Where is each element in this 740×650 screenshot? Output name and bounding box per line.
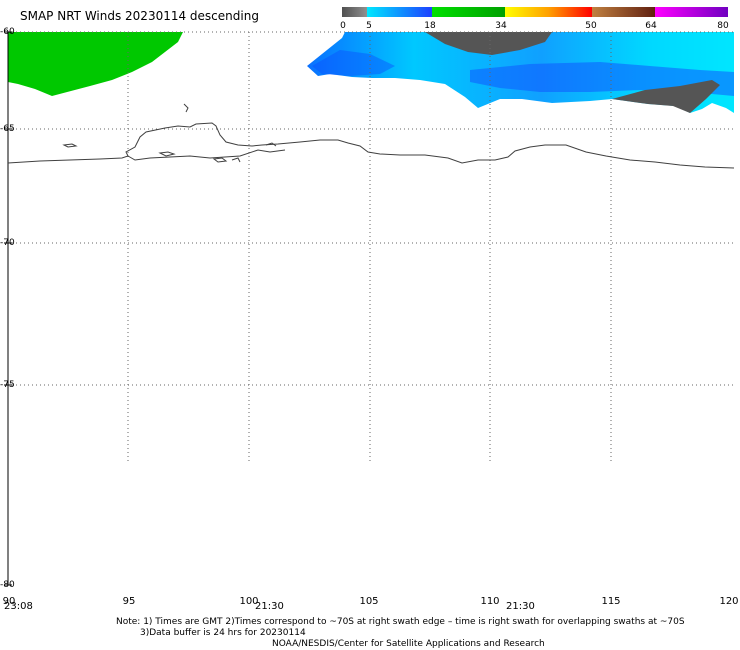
lat-label-75: -75 (0, 380, 15, 390)
colorbar-label-5: 5 (366, 21, 372, 31)
lon-label-115: 115 (601, 596, 621, 607)
colorbar-label-80: 80 (717, 21, 729, 31)
swath-time-3: 21:30 (506, 601, 535, 612)
colorbar-seg-gale (505, 7, 592, 17)
colorbar-seg-light (367, 7, 432, 17)
map-title: SMAP NRT Winds 20230114 descending (20, 9, 259, 23)
lat-label-60: -60 (0, 27, 15, 37)
axis-ticks (4, 31, 12, 586)
swath-time-1: 23:08 (4, 601, 33, 612)
note-line-1: Note: 1) Times are GMT 2)Times correspon… (116, 617, 685, 627)
lon-label-100: 100 (239, 596, 259, 607)
coastline-island-3 (183, 103, 189, 113)
credit-line: NOAA/NESDIS/Center for Satellite Applica… (272, 639, 545, 649)
coastline-island-6 (231, 157, 241, 163)
lon-label-120: 120 (719, 596, 739, 607)
swath-time-2: 21:30 (255, 601, 284, 612)
wind-swath-calm-right (612, 80, 720, 113)
coastline-island-1 (62, 143, 78, 148)
lon-label-105: 105 (359, 596, 379, 607)
colorbar-seg-hurricane (655, 7, 728, 17)
coastline-inlet (127, 149, 286, 161)
colorbar-label-50: 50 (585, 21, 597, 31)
colorbar-label-18: 18 (424, 21, 436, 31)
colorbar-seg-moderate (432, 7, 505, 17)
colorbar-seg-calm (342, 7, 367, 17)
lon-label-110: 110 (480, 596, 500, 607)
colorbar (342, 7, 728, 17)
coastline-island-5 (265, 142, 277, 147)
colorbar-seg-storm (592, 7, 655, 17)
colorbar-label-64: 64 (645, 21, 657, 31)
wind-swath-green (8, 32, 183, 96)
lat-label-80: -80 (0, 580, 15, 590)
colorbar-label-0: 0 (340, 21, 346, 31)
note-line-2: 3)Data buffer is 24 hrs for 20230114 (140, 628, 306, 638)
antarctic-coastline (7, 103, 735, 169)
wind-swath-deep-blue-left (312, 50, 395, 76)
wind-swaths (8, 32, 734, 113)
grid-lines (8, 31, 734, 464)
wind-swath-calm-top (425, 32, 552, 55)
lat-label-65: -65 (0, 124, 15, 134)
colorbar-label-34: 34 (495, 21, 507, 31)
lon-label-90: 90 (2, 596, 16, 607)
lon-label-95: 95 (122, 596, 136, 607)
coastline-main (7, 122, 735, 169)
coastline-island-4 (212, 157, 228, 163)
coastline-island-2 (158, 151, 176, 157)
lat-label-70: -70 (0, 238, 15, 248)
